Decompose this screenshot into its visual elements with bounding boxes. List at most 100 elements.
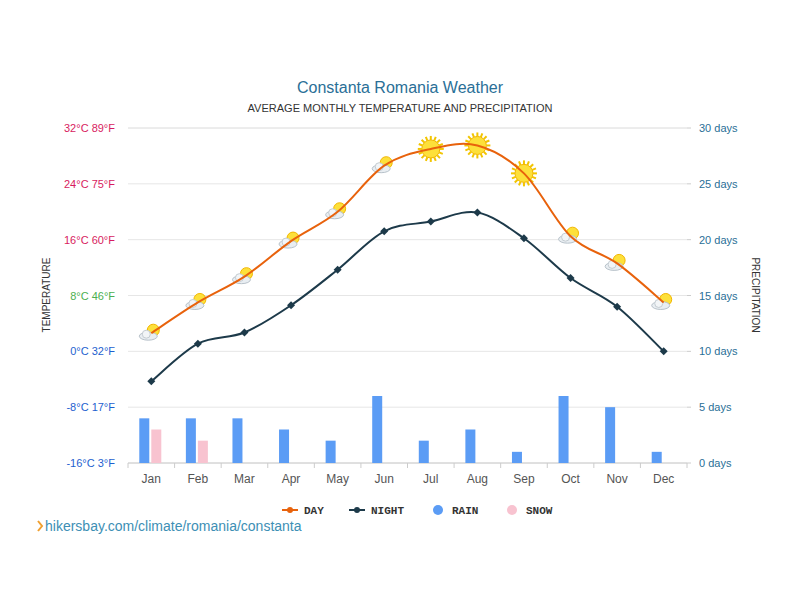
sun-ray — [532, 168, 536, 170]
legend-label: NIGHT — [371, 505, 404, 517]
bar — [198, 441, 208, 463]
line — [151, 212, 663, 381]
sun-ray — [422, 140, 425, 143]
legend-swatch — [433, 505, 443, 515]
legend-label: DAY — [304, 505, 324, 517]
line — [151, 144, 663, 333]
x-tick-label: Sep — [513, 472, 535, 486]
bar — [524, 463, 534, 464]
sun-ray — [481, 133, 483, 137]
sun-ray — [465, 149, 469, 151]
sun-ray — [419, 144, 423, 146]
x-tick-label: Feb — [188, 472, 209, 486]
x-tick — [547, 463, 548, 468]
x-tick — [314, 463, 315, 468]
y2-tick-label: 15 days — [699, 290, 738, 302]
bar — [372, 396, 382, 463]
sun-ray — [465, 140, 469, 142]
sun-ray — [519, 161, 521, 165]
grid-line — [128, 351, 687, 352]
cloud-sun-icon — [372, 157, 392, 173]
bar — [326, 441, 336, 463]
y2-tick — [687, 128, 691, 129]
y2-axis-title: PRECIPITATION — [750, 257, 761, 332]
sun-ray — [437, 155, 440, 158]
grid-line — [128, 239, 687, 240]
x-tick-label: Nov — [606, 472, 627, 486]
x-tick — [500, 463, 501, 468]
y2-tick-label: 10 days — [699, 345, 738, 357]
y2-tick — [687, 351, 691, 352]
bar — [559, 396, 569, 463]
bar — [477, 463, 487, 464]
bar — [512, 452, 522, 463]
x-tick-label: Oct — [561, 472, 580, 486]
bar — [244, 463, 254, 464]
bar — [232, 418, 242, 463]
x-tick-label: Dec — [653, 472, 674, 486]
sun-ray — [419, 152, 423, 154]
sun-ray — [484, 152, 487, 155]
sun-ray — [430, 158, 432, 162]
bar — [431, 463, 441, 464]
sun-ray — [476, 154, 478, 158]
sun-ray — [523, 160, 525, 164]
y2-tick-label: 0 days — [699, 457, 732, 469]
subtitle: AVERAGE MONTHLY TEMPERATURE AND PRECIPIT… — [248, 102, 553, 114]
y-tick-label: 8°C 46°F — [70, 290, 115, 302]
x-tick — [640, 463, 641, 468]
y2-tick — [687, 407, 691, 408]
markers — [139, 132, 671, 385]
bar — [419, 441, 429, 463]
bar — [338, 463, 348, 464]
bar — [151, 430, 161, 464]
sun-ray — [472, 154, 474, 158]
cloud-sun-icon — [326, 203, 346, 219]
source: hikersbay.com/climate/romania/constanta — [45, 518, 302, 534]
x-tick — [360, 463, 361, 468]
x-tick — [593, 463, 594, 468]
bar — [279, 430, 289, 464]
y2-tick — [687, 463, 691, 464]
x-tick — [174, 463, 175, 468]
legend-swatch — [287, 507, 293, 513]
x-tick-label: Jun — [375, 472, 394, 486]
x-tick — [454, 463, 455, 468]
cloud-sun-icon — [279, 232, 299, 248]
sun-ray — [437, 140, 440, 143]
y2-tick — [687, 239, 691, 240]
sun-ray — [533, 172, 537, 174]
x-tick-label: Jul — [423, 472, 438, 486]
sun-ray — [511, 172, 515, 174]
sun-ray — [486, 140, 490, 142]
grid-line — [128, 183, 687, 184]
legend-item: NIGHT — [349, 505, 404, 517]
grid-line — [128, 407, 687, 408]
sun-ray — [486, 144, 490, 146]
x-tick-label: Mar — [234, 472, 255, 486]
y2-tick-label: 5 days — [699, 401, 732, 413]
sun-ray — [481, 154, 483, 158]
legend-swatch — [507, 505, 517, 515]
bar — [139, 418, 149, 463]
plot-area — [139, 132, 671, 463]
sun-ray — [439, 144, 443, 146]
x-tick-label: Apr — [282, 472, 301, 486]
sun-ray — [434, 137, 436, 141]
y2-tick-label: 20 days — [699, 234, 738, 246]
cloud-sun-icon — [139, 324, 159, 340]
sun-ray — [530, 164, 533, 167]
sun-ray — [430, 136, 432, 140]
title: Constanta Romania Weather — [297, 79, 504, 96]
y-tick-label: 16°C 60°F — [64, 234, 115, 246]
y2-tick-label: 25 days — [699, 178, 738, 190]
bar — [186, 418, 196, 463]
sun-ray — [468, 152, 471, 155]
sun-ray — [527, 182, 529, 186]
legend-label: SNOW — [526, 505, 553, 517]
sun-ray — [519, 182, 521, 186]
sun-ray — [512, 177, 516, 179]
sun-ray — [439, 152, 443, 154]
sun-ray — [422, 155, 425, 158]
bar — [571, 463, 581, 464]
